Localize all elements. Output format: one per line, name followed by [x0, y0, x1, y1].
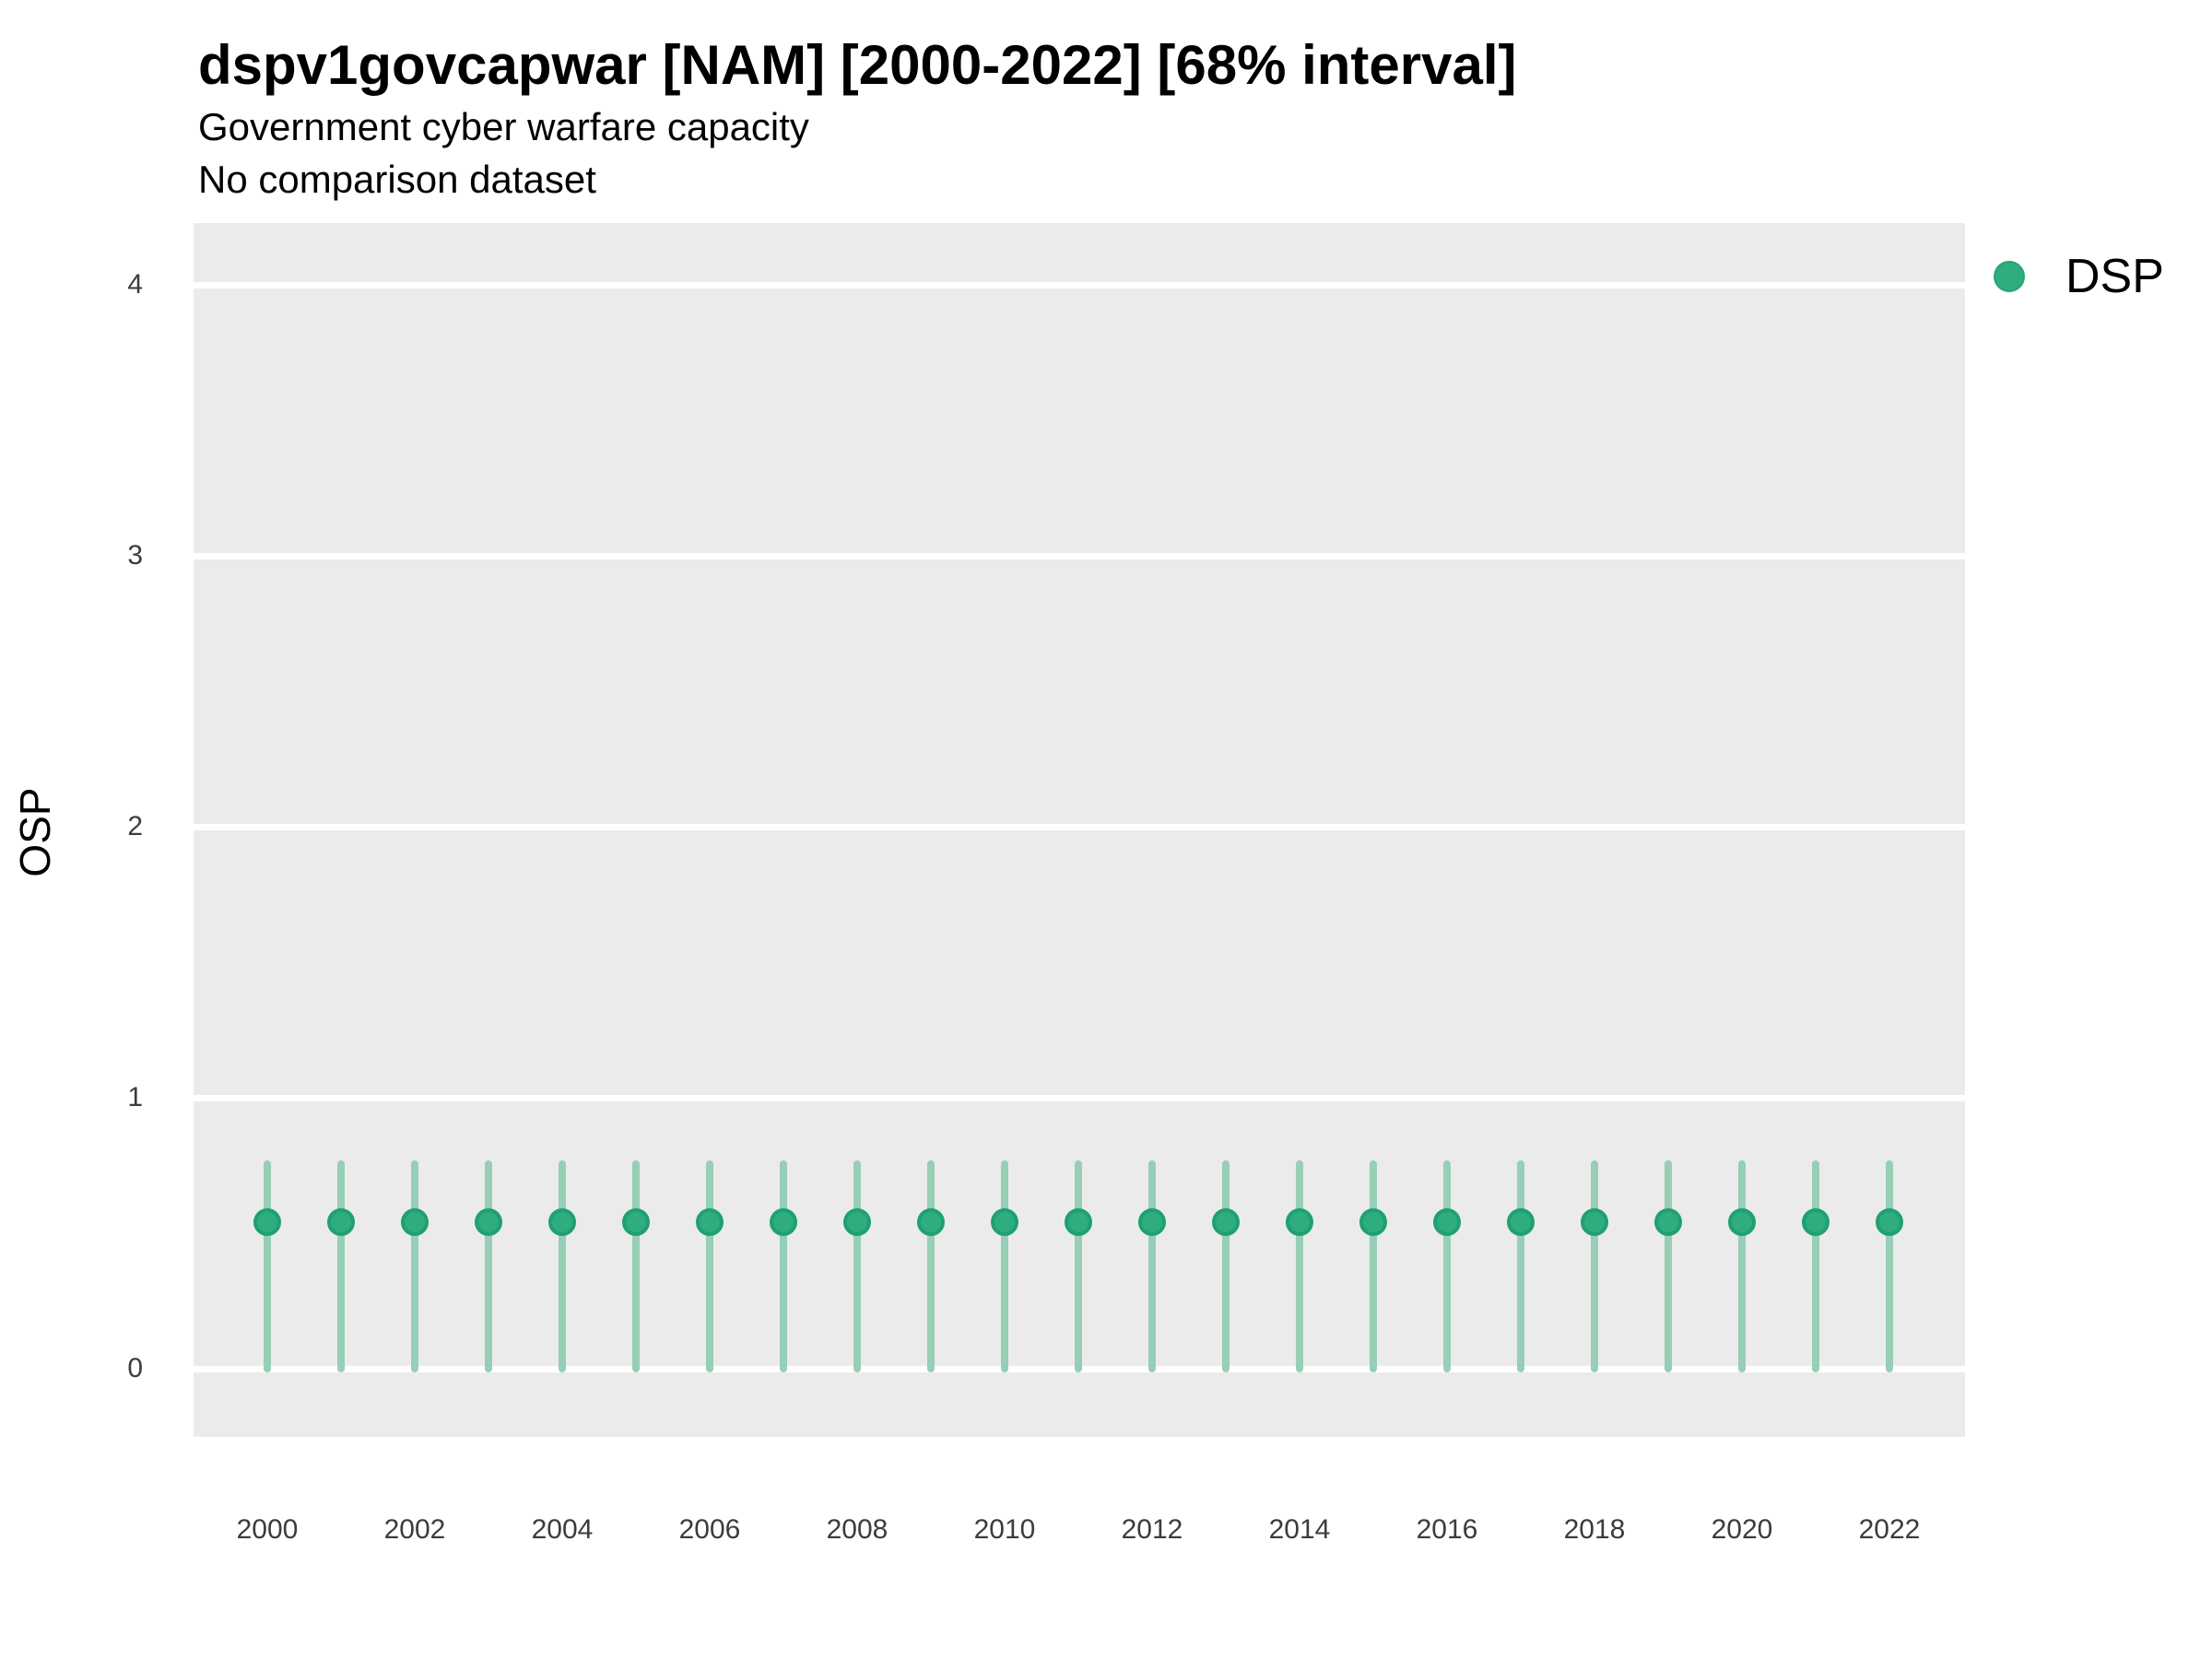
- y-tick-label: 3: [127, 540, 143, 571]
- interval-bar: [1591, 1159, 1598, 1372]
- interval-bar: [853, 1159, 861, 1372]
- x-tick-label: 2002: [383, 1514, 446, 1545]
- interval-bar: [1296, 1159, 1303, 1372]
- y-axis-label: OSP: [11, 787, 59, 877]
- data-point: [843, 1208, 871, 1237]
- legend-dsp-label: DSP: [2065, 250, 2164, 303]
- data-point: [1507, 1208, 1535, 1237]
- interval-bar: [264, 1159, 271, 1372]
- x-tick-label: 2014: [1268, 1514, 1331, 1545]
- x-tick-label: 2004: [531, 1514, 594, 1545]
- data-point: [770, 1208, 797, 1237]
- interval-bar: [780, 1159, 787, 1372]
- x-tick-label: 2006: [678, 1514, 741, 1545]
- data-point: [622, 1208, 650, 1237]
- data-point: [1581, 1208, 1608, 1237]
- x-tick-label: 2020: [1711, 1514, 1773, 1545]
- x-tick-label: 2012: [1121, 1514, 1183, 1545]
- interval-bar: [411, 1159, 418, 1372]
- interval-bar: [1443, 1159, 1451, 1372]
- interval-bar: [1001, 1159, 1008, 1372]
- chart-title: dspv1govcapwar [NAM] [2000-2022] [68% in…: [198, 34, 1517, 96]
- interval-bar: [1148, 1159, 1156, 1372]
- data-point: [1065, 1208, 1092, 1237]
- data-point: [917, 1208, 945, 1237]
- interval-bar: [1075, 1159, 1082, 1372]
- x-tick-label: 2022: [1858, 1514, 1921, 1545]
- gridline-y3: [194, 552, 1965, 559]
- x-tick-label: 2016: [1416, 1514, 1478, 1545]
- interval-bar: [1370, 1159, 1377, 1372]
- data-point: [1286, 1208, 1313, 1237]
- data-point: [327, 1208, 355, 1237]
- interval-bar: [927, 1159, 935, 1372]
- legend-dsp-swatch-icon: [1994, 261, 2025, 292]
- data-point: [401, 1208, 429, 1237]
- data-point: [1138, 1208, 1166, 1237]
- data-point: [1359, 1208, 1387, 1237]
- x-tick-label: 2018: [1563, 1514, 1626, 1545]
- interval-bar: [485, 1159, 492, 1372]
- chart-subtitle: Government cyber warfare capacity: [198, 105, 809, 148]
- y-tick-label: 0: [127, 1353, 143, 1383]
- y-tick-label: 4: [127, 269, 143, 300]
- data-point: [1212, 1208, 1240, 1237]
- data-point: [1802, 1208, 1830, 1237]
- y-tick-label: 2: [127, 811, 143, 841]
- interval-bar: [1517, 1159, 1524, 1372]
- interval-bar: [1812, 1159, 1819, 1372]
- chart-subtitle-note: No comparison dataset: [198, 158, 596, 201]
- data-point: [991, 1208, 1018, 1237]
- data-point: [548, 1208, 576, 1237]
- interval-bar: [632, 1159, 640, 1372]
- interval-bar: [559, 1159, 566, 1372]
- interval-bar: [1665, 1159, 1672, 1372]
- y-tick-label: 1: [127, 1082, 143, 1112]
- interval-bar: [1222, 1159, 1230, 1372]
- data-point: [1433, 1208, 1461, 1237]
- gridline-y2: [194, 823, 1965, 830]
- x-tick-label: 2000: [236, 1514, 299, 1545]
- legend: DSP: [1994, 249, 2164, 304]
- data-point: [696, 1208, 724, 1237]
- interval-bar: [1738, 1159, 1746, 1372]
- gridline-y4: [194, 281, 1965, 288]
- data-point: [1728, 1208, 1756, 1237]
- data-point: [1654, 1208, 1682, 1237]
- gridline-y1: [194, 1094, 1965, 1101]
- data-point: [1876, 1208, 1903, 1237]
- interval-bar: [1886, 1159, 1893, 1372]
- x-tick-label: 2008: [826, 1514, 888, 1545]
- x-tick-label: 2010: [973, 1514, 1036, 1545]
- interval-bar: [337, 1159, 345, 1372]
- interval-bar: [706, 1159, 713, 1372]
- data-point: [475, 1208, 502, 1237]
- data-point: [253, 1208, 281, 1237]
